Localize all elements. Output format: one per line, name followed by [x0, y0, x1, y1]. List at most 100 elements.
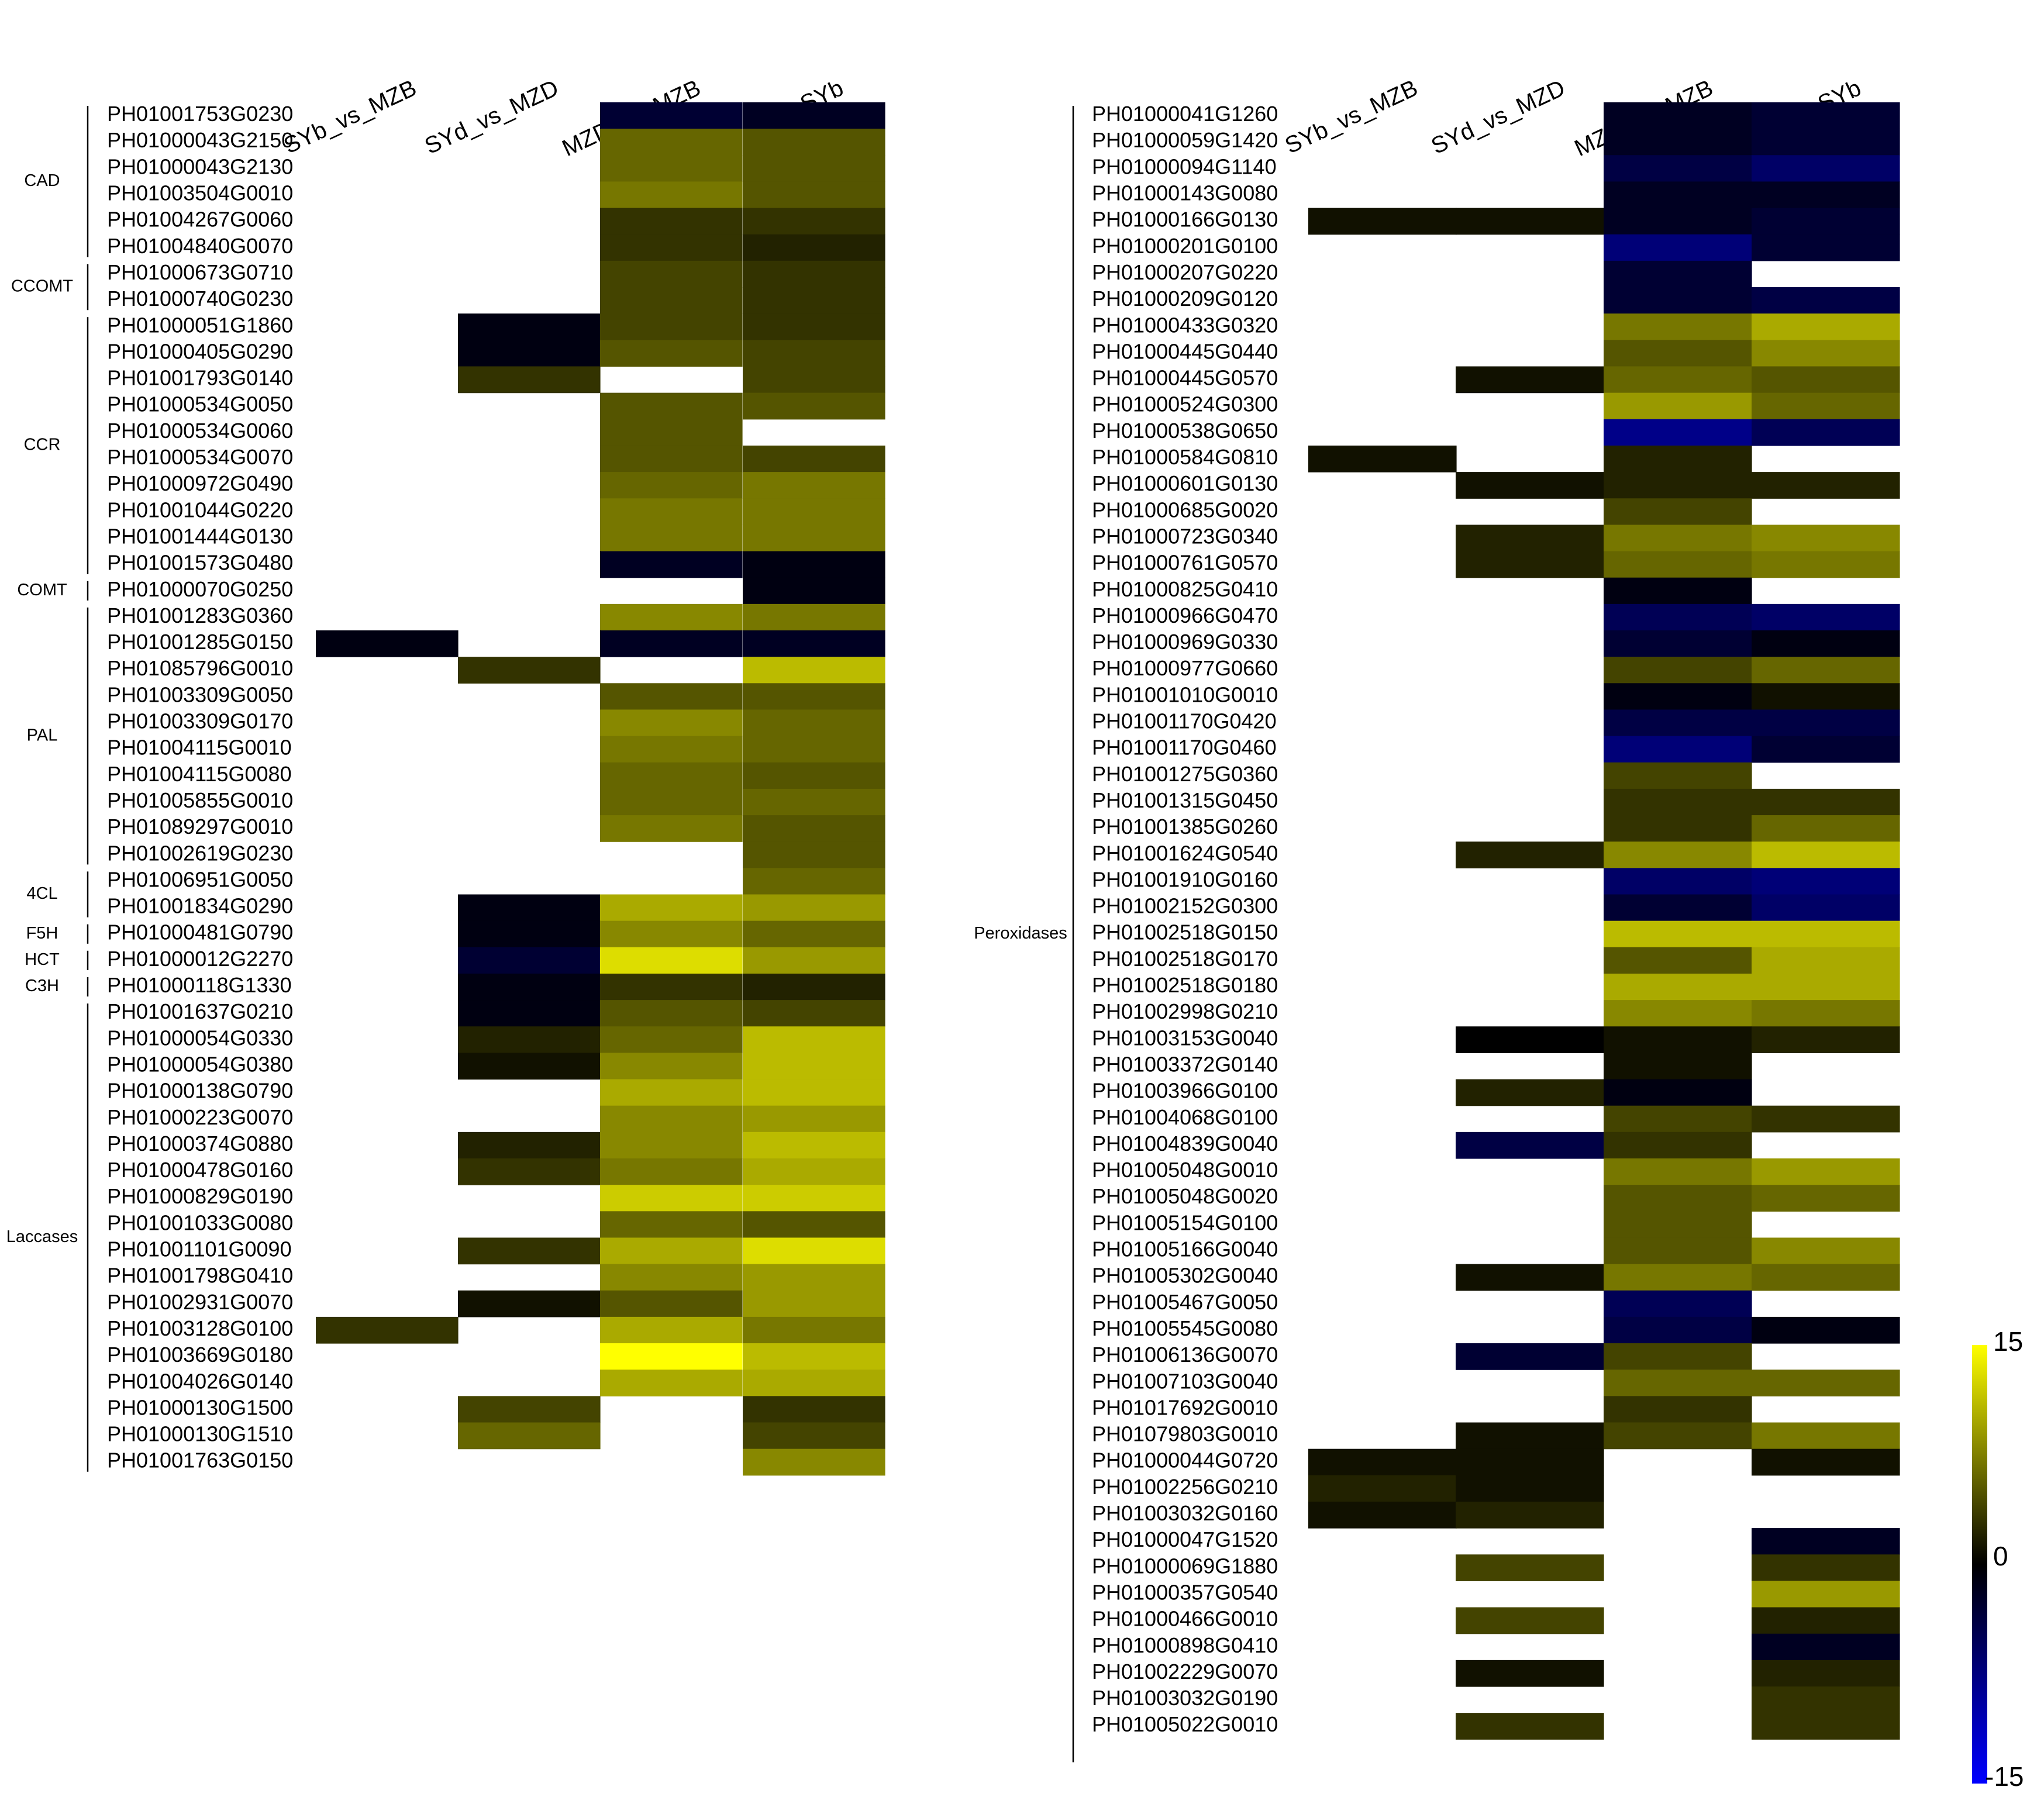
- heatmap-cell: [1752, 973, 1900, 1001]
- heatmap-cell: [1752, 340, 1900, 367]
- heatmap-cell: [1604, 683, 1752, 710]
- gene-label: PH01000538G0650: [1092, 419, 1278, 443]
- heatmap-cell: [1456, 1079, 1604, 1106]
- heatmap-cell: [743, 1105, 885, 1133]
- heatmap-cell: [1456, 841, 1604, 868]
- heatmap-cell: [743, 1396, 885, 1423]
- group-label: CCOMT: [11, 277, 74, 296]
- heatmap-cell: [458, 1422, 601, 1450]
- gene-label: PH01003504G0010: [107, 181, 293, 205]
- gene-label: PH01001283G0360: [107, 603, 293, 627]
- gene-label: PH01000118G1330: [107, 973, 292, 997]
- heatmap-cell: [1752, 1158, 1900, 1185]
- heatmap-cell: [1752, 1370, 1900, 1396]
- gene-label: PH01000044G0720: [1092, 1448, 1278, 1472]
- group-label: CAD: [24, 171, 60, 190]
- heatmap-cell: [1308, 445, 1457, 472]
- heatmap-cell: [1752, 868, 1900, 895]
- heatmap-cell: [743, 815, 885, 842]
- heatmap-cell: [1604, 1000, 1752, 1027]
- heatmap-cell: [1604, 1132, 1752, 1159]
- heatmap-cell: [743, 577, 885, 605]
- gene-label: PH01000966G0470: [1092, 603, 1278, 627]
- heatmap-cell: [743, 234, 885, 261]
- heatmap-cell: [600, 683, 743, 710]
- group-label: HCT: [25, 950, 60, 969]
- heatmap-cell: [600, 287, 743, 314]
- gene-label: PH01000601G0130: [1092, 471, 1278, 495]
- gene-label: PH01001044G0220: [107, 498, 293, 522]
- heatmap-cell: [1604, 340, 1752, 367]
- gene-label: PH01000405G0290: [107, 339, 293, 363]
- heatmap-cell: [316, 630, 459, 657]
- heatmap-cell: [1752, 894, 1900, 922]
- gene-label: PH01007103G0040: [1092, 1369, 1278, 1393]
- heatmap-cell: [743, 1079, 885, 1106]
- heatmap-cell: [743, 920, 885, 948]
- heatmap-cell: [1604, 551, 1752, 578]
- heatmap-cell: [743, 260, 885, 288]
- heatmap-cell: [600, 1026, 743, 1053]
- heatmap-cell: [743, 1185, 885, 1212]
- heatmap-cell: [600, 947, 743, 974]
- heatmap-cell: [1752, 472, 1900, 499]
- heatmap-cell: [1604, 1422, 1752, 1450]
- heatmap-cell: [1456, 208, 1604, 235]
- gene-label: PH01000054G0330: [107, 1026, 293, 1050]
- heatmap-cell: [1456, 1607, 1604, 1634]
- heatmap-cell: [1308, 1501, 1457, 1529]
- heatmap-cell: [1752, 920, 1900, 948]
- group-label: F5H: [26, 924, 58, 943]
- heatmap-cell: [1456, 1026, 1604, 1053]
- color-scale-bar: [1972, 1345, 1987, 1784]
- gene-label: PH01000673G0710: [107, 260, 293, 284]
- heatmap-cell: [1752, 1185, 1900, 1212]
- heatmap-cell: [1604, 1026, 1752, 1053]
- heatmap-cell: [1456, 1422, 1604, 1450]
- heatmap-cell: [600, 630, 743, 657]
- gene-label: PH01001275G0360: [1092, 762, 1278, 786]
- group-label: C3H: [25, 977, 59, 995]
- gene-label: PH01000534G0050: [107, 392, 293, 416]
- gene-label: PH01002518G0150: [1092, 920, 1278, 944]
- heatmap-cell: [743, 1132, 885, 1159]
- gene-label: PH01000898G0410: [1092, 1633, 1278, 1657]
- heatmap-cell: [1604, 1185, 1752, 1212]
- gene-label: PH01002256G0210: [1092, 1475, 1278, 1499]
- heatmap-cell: [743, 340, 885, 367]
- heatmap-cell: [1456, 1132, 1604, 1159]
- heatmap-cell: [1604, 498, 1752, 525]
- heatmap-cell: [600, 1264, 743, 1291]
- gene-label: PH01000054G0380: [107, 1052, 293, 1076]
- heatmap-cell: [1752, 1686, 1900, 1713]
- group-label: 4CL: [26, 884, 57, 903]
- heatmap-cell: [1604, 1316, 1752, 1344]
- group-label: PAL: [27, 726, 58, 744]
- gene-label: PH01000043G2130: [107, 154, 293, 178]
- gene-label: PH01000130G1510: [107, 1422, 293, 1446]
- heatmap-cell: [743, 894, 885, 922]
- gene-label: PH01001763G0150: [107, 1448, 293, 1472]
- right-heatmap-panel: SYb_vs_MZBSYd_vs_MZDMZD_vs_MZBSYd_vs_SYb…: [974, 75, 1900, 1762]
- heatmap-cell: [600, 1158, 743, 1185]
- gene-label: PH01001385G0260: [1092, 815, 1278, 839]
- gene-label: PH01001285G0150: [107, 630, 293, 654]
- heatmap-cell: [743, 472, 885, 499]
- heatmap-cell: [1604, 1053, 1752, 1080]
- heatmap-cell: [600, 525, 743, 552]
- heatmap-cell: [1752, 1607, 1900, 1634]
- gene-label: PH01001798G0410: [107, 1264, 293, 1288]
- gene-label: PH01004115G0080: [107, 762, 292, 786]
- gene-label: PH01001033G0080: [107, 1210, 293, 1234]
- gene-label: PH01005022G0010: [1092, 1712, 1278, 1736]
- color-scale-max-label: 15: [1993, 1326, 2023, 1357]
- heatmap-cell: [1604, 1264, 1752, 1291]
- gene-label: PH01001834G0290: [107, 894, 293, 918]
- heatmap-cell: [743, 287, 885, 314]
- color-scale-mid-label: 0: [1993, 1541, 2008, 1571]
- gene-label: PH01001315G0450: [1092, 788, 1278, 812]
- heatmap-cell: [743, 630, 885, 657]
- heatmap-cell: [458, 657, 601, 684]
- heatmap-cell: [600, 1185, 743, 1212]
- gene-label: PH01004840G0070: [107, 234, 293, 258]
